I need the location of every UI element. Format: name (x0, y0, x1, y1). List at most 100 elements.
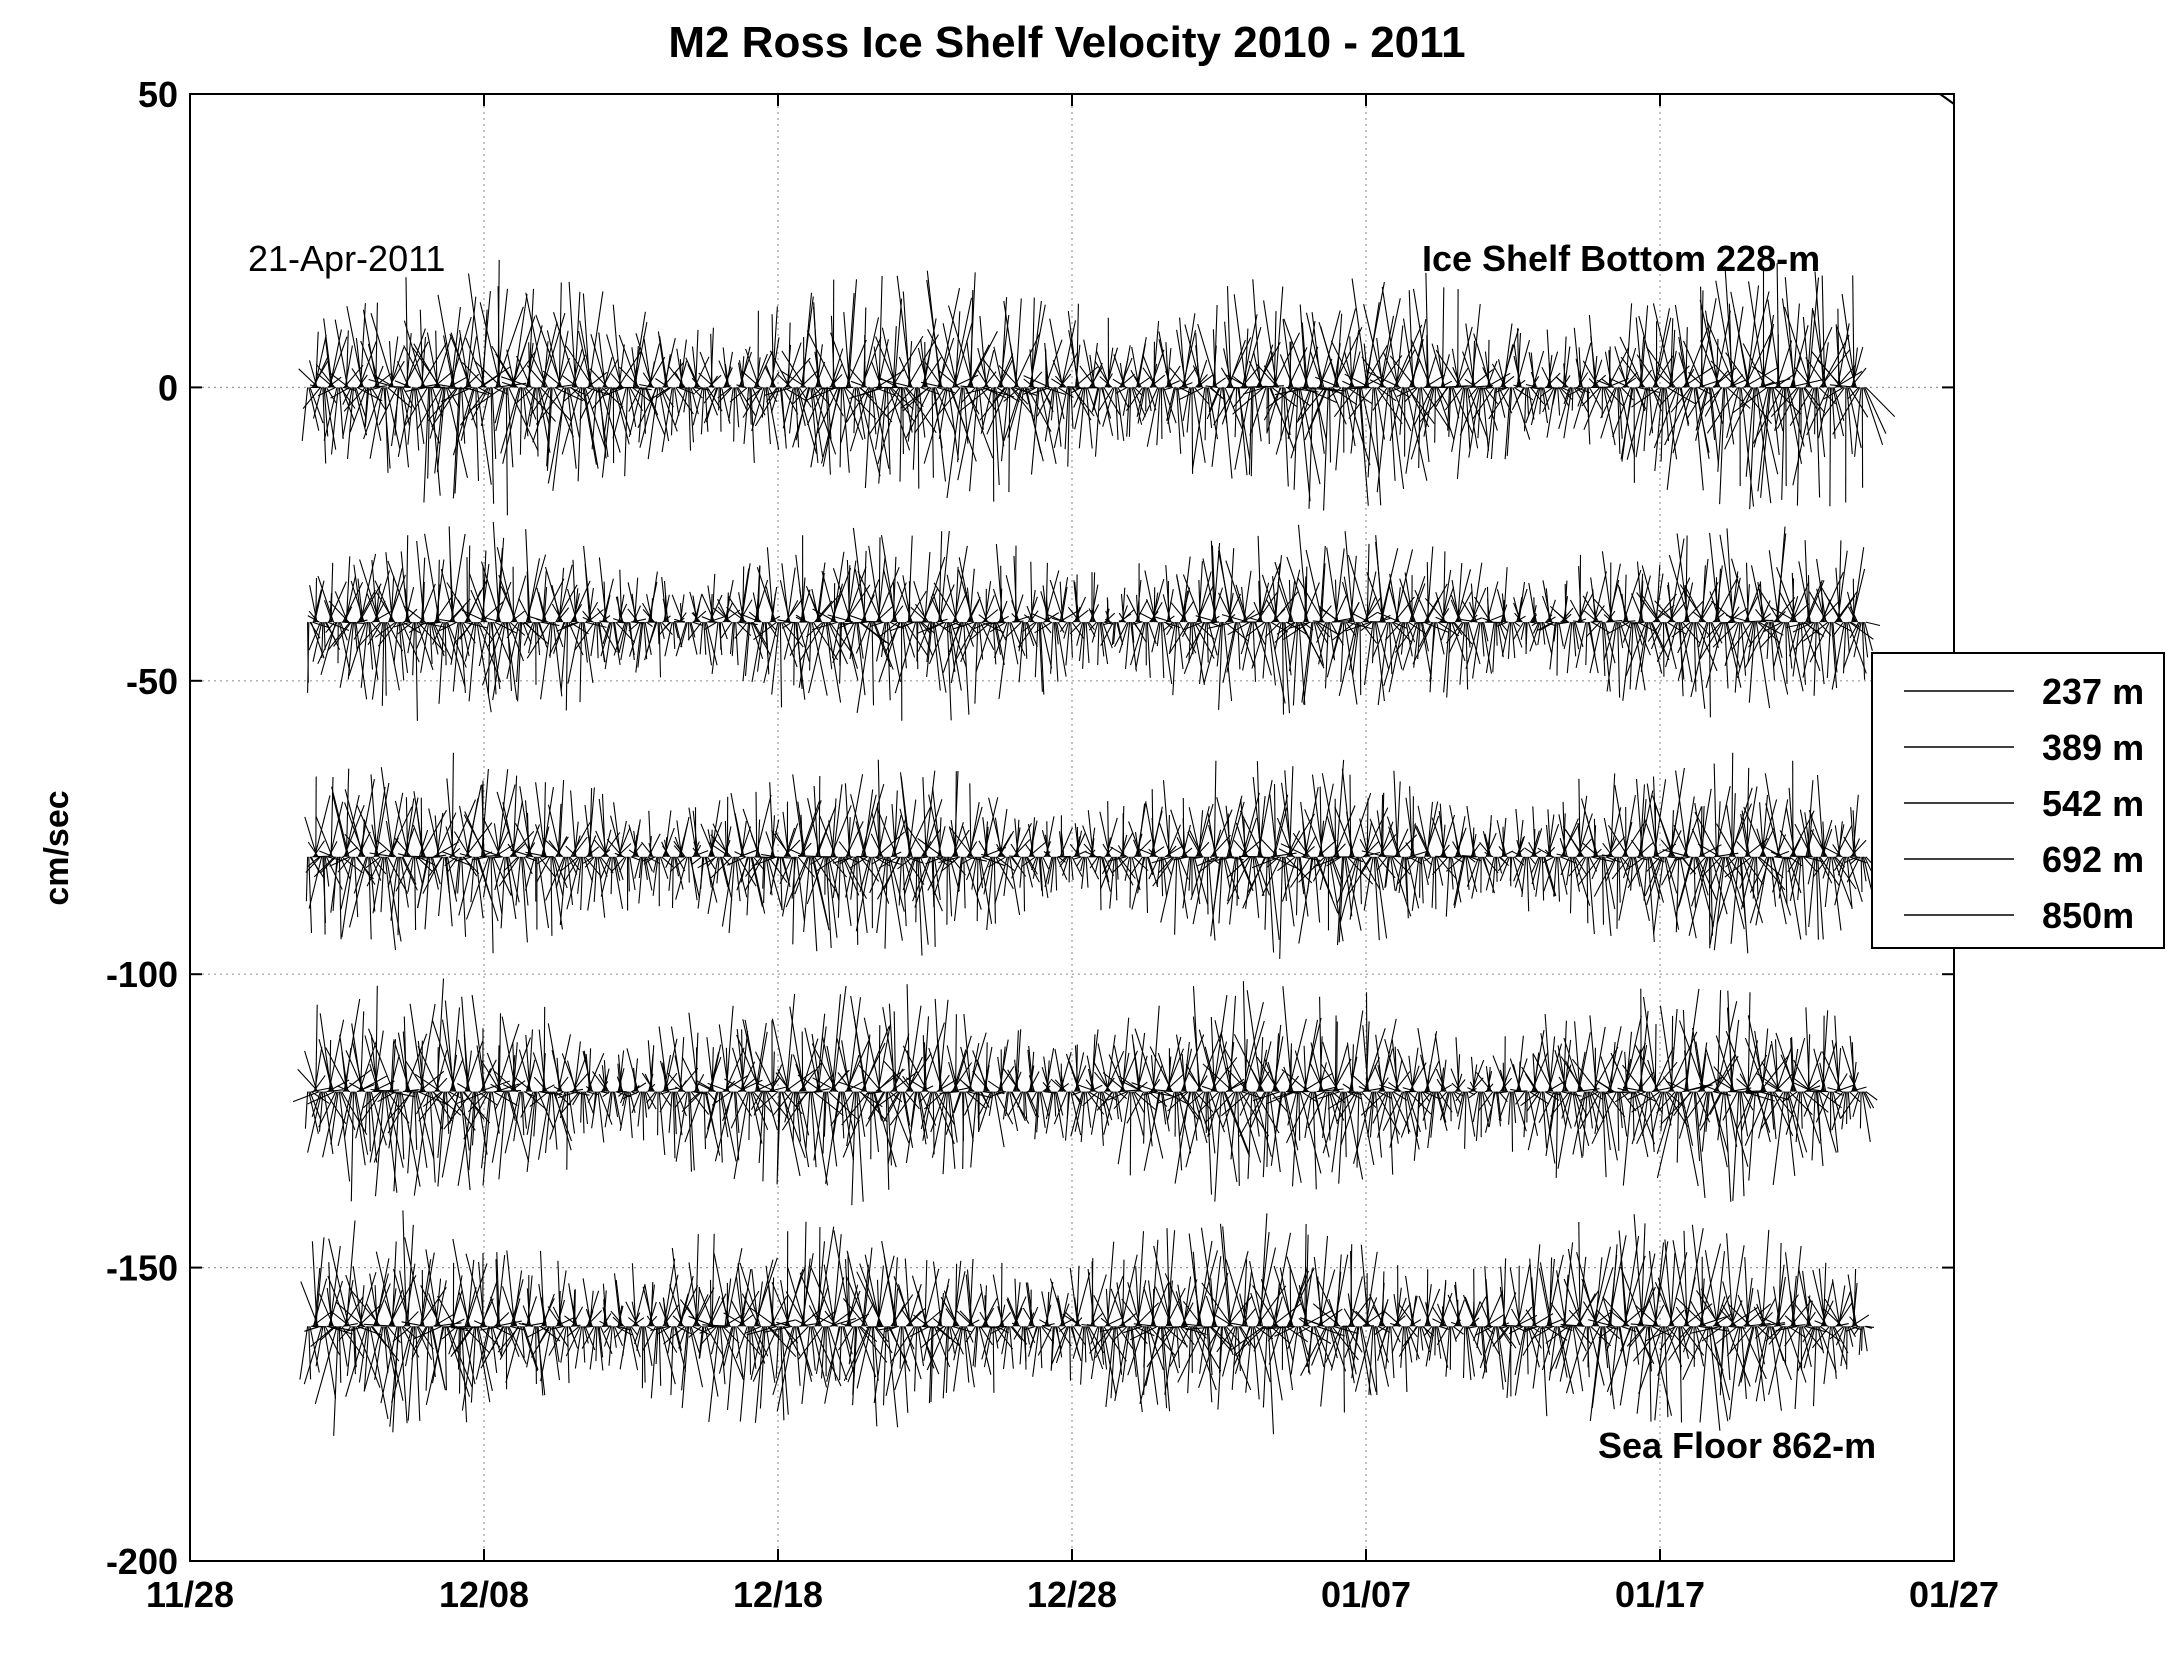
velocity-stick (855, 621, 871, 654)
velocity-stick (965, 387, 994, 459)
velocity-stick (612, 622, 621, 665)
velocity-stick (1107, 1091, 1128, 1101)
velocity-stick (1156, 856, 1161, 887)
velocity-stick (1470, 1056, 1475, 1092)
velocity-stick (1240, 621, 1252, 655)
velocity-stick (582, 856, 594, 864)
velocity-stick (887, 1091, 910, 1144)
stick-series-group (292, 259, 1896, 1436)
velocity-stick (826, 1045, 837, 1092)
velocity-stick (1646, 856, 1661, 872)
velocity-stick (384, 856, 397, 950)
velocity-stick (457, 1083, 472, 1093)
velocity-stick (1697, 621, 1711, 637)
velocity-stick (975, 621, 993, 672)
velocity-stick (492, 1069, 518, 1093)
velocity-stick (309, 585, 318, 623)
velocity-stick (1194, 856, 1204, 859)
velocity-stick (1225, 1067, 1249, 1092)
velocity-stick (1807, 812, 1813, 857)
velocity-stick (661, 577, 667, 623)
velocity-stick (526, 365, 547, 388)
velocity-stick (662, 845, 671, 858)
velocity-stick (1792, 303, 1800, 388)
velocity-stick (1359, 622, 1362, 696)
velocity-stick (540, 621, 560, 627)
velocity-stick (1664, 387, 1670, 442)
velocity-stick (367, 1028, 394, 1092)
velocity-stick (687, 621, 703, 641)
velocity-stick (922, 777, 927, 857)
velocity-stick (1090, 1091, 1100, 1135)
velocity-stick (1731, 386, 1768, 414)
velocity-stick (415, 387, 425, 444)
velocity-stick (390, 1041, 395, 1092)
velocity-stick (302, 387, 321, 409)
velocity-stick (907, 387, 917, 442)
velocity-stick (612, 856, 624, 909)
velocity-stick (322, 387, 327, 464)
velocity-stick (1467, 387, 1479, 399)
velocity-stick (976, 856, 979, 922)
velocity-stick (1451, 348, 1460, 388)
velocity-stick (1716, 823, 1736, 858)
velocity-stick (1776, 387, 1800, 429)
velocity-stick (468, 1091, 476, 1171)
velocity-stick (1130, 622, 1137, 672)
velocity-stick (1319, 996, 1322, 1092)
velocity-stick (1404, 856, 1408, 901)
velocity-stick (1342, 380, 1356, 388)
velocity-stick (1635, 621, 1651, 656)
velocity-stick (457, 1091, 474, 1186)
velocity-stick (1312, 856, 1341, 868)
velocity-stick (655, 378, 669, 388)
velocity-stick (736, 1034, 761, 1092)
velocity-stick (346, 387, 355, 460)
velocity-stick (999, 809, 1008, 857)
velocity-stick (1513, 856, 1525, 882)
velocity-stick (1829, 384, 1858, 388)
velocity-stick (1541, 367, 1553, 388)
velocity-stick (1691, 828, 1706, 858)
velocity-stick (1822, 856, 1830, 879)
velocity-stick (1286, 621, 1307, 635)
velocity-stick (1716, 856, 1739, 925)
velocity-stick (443, 1091, 473, 1130)
velocity-stick (1459, 622, 1466, 685)
velocity-stick (1094, 856, 1100, 873)
velocity-stick (1122, 345, 1131, 388)
velocity-stick (996, 621, 1007, 641)
velocity-stick (1114, 621, 1128, 648)
velocity-stick (415, 856, 441, 860)
velocity-stick (432, 621, 444, 645)
velocity-stick (457, 1039, 471, 1092)
velocity-stick (1071, 1091, 1082, 1096)
velocity-stick (344, 802, 365, 857)
velocity-stick (672, 622, 676, 650)
velocity-stick (1803, 856, 1818, 873)
velocity-stick (345, 768, 350, 857)
velocity-stick (315, 363, 336, 388)
velocity-stick (737, 856, 757, 887)
velocity-stick (1117, 621, 1124, 646)
velocity-stick (1630, 856, 1634, 891)
velocity-stick (797, 621, 810, 662)
velocity-stick (1662, 849, 1690, 858)
velocity-stick (1600, 387, 1616, 419)
velocity-stick (1608, 563, 1621, 623)
velocity-stick (957, 387, 964, 463)
velocity-stick (1808, 810, 1827, 857)
velocity-stick (1785, 622, 1788, 684)
velocity-stick (1053, 387, 1068, 449)
velocity-stick (318, 1091, 337, 1128)
velocity-stick (728, 856, 736, 933)
velocity-stick (779, 856, 793, 885)
velocity-stick (811, 1043, 838, 1092)
velocity-stick (915, 603, 929, 623)
velocity-stick (1253, 856, 1265, 897)
velocity-stick (1137, 343, 1146, 388)
velocity-stick (891, 804, 897, 857)
velocity-stick (846, 559, 851, 623)
velocity-stick (1437, 387, 1449, 407)
velocity-stick (996, 847, 1006, 858)
